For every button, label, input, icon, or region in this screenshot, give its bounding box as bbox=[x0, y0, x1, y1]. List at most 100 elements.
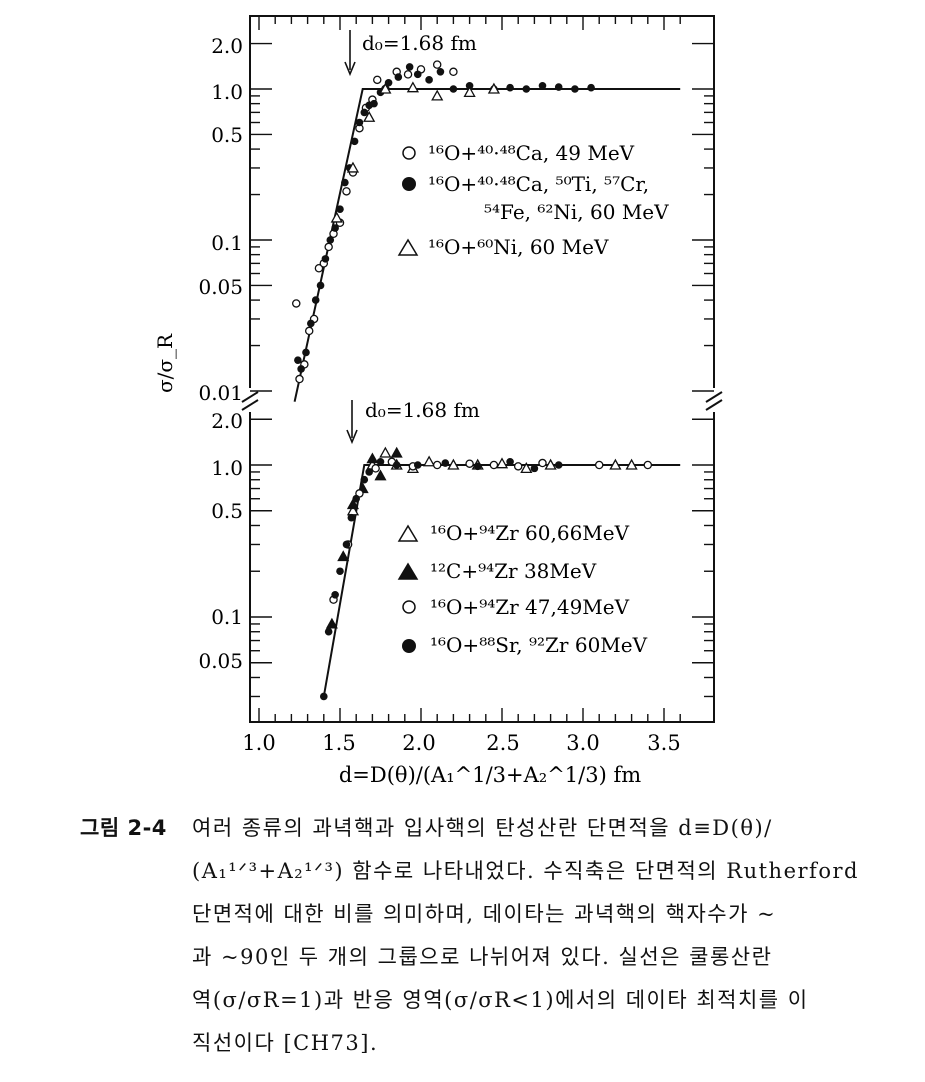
data-point-filled-circle bbox=[336, 567, 344, 576]
legend-entry: ¹²C+⁹⁴Zr 38MeV bbox=[430, 559, 597, 583]
data-point-open-triangle bbox=[544, 458, 557, 470]
caption-label: 그림 2-4 bbox=[80, 816, 167, 840]
axis-break-right bbox=[705, 388, 723, 412]
top-legend: ¹⁶O+⁴⁰·⁴⁸Ca, 49 MeV ¹⁶O+⁴⁰·⁴⁸Ca, ⁵⁰Ti, ⁵… bbox=[397, 141, 669, 259]
data-point-filled-circle bbox=[405, 63, 414, 71]
data-point-open-triangle bbox=[330, 211, 343, 223]
data-point-open-triangle bbox=[346, 161, 360, 173]
data-point-open-triangle bbox=[431, 89, 444, 101]
caption-line: 여러 종류의 과녁핵과 입사핵의 탄성산란 단면적을 d≡D(θ)/ bbox=[192, 816, 773, 840]
legend-marker-filled-triangle bbox=[397, 562, 419, 580]
data-point-filled-triangle bbox=[390, 446, 403, 458]
legend-entry: ¹⁶O+⁸⁸Sr, ⁹²Zr 60MeV bbox=[430, 633, 648, 657]
data-point-filled-circle bbox=[336, 205, 344, 213]
data-point-filled-circle bbox=[506, 457, 514, 466]
data-point-filled-circle bbox=[331, 224, 339, 232]
caption-line: 역(σ/σR=1)과 반응 영역(σ/σR<1)에서의 데이타 최적치를 이 bbox=[192, 988, 809, 1012]
data-point-filled-circle bbox=[311, 296, 320, 304]
legend-entry: ⁵⁴Fe, ⁶²Ni, 60 MeV bbox=[484, 200, 669, 224]
data-point-open-circle bbox=[643, 460, 653, 470]
data-point-filled-circle bbox=[350, 137, 359, 146]
legend-marker-open-circle bbox=[402, 600, 416, 614]
legend-marker-open-triangle bbox=[397, 238, 419, 256]
data-point-filled-circle bbox=[465, 82, 474, 90]
data-point-open-circle bbox=[304, 326, 314, 336]
y-tick-label: 2.0 bbox=[211, 34, 243, 58]
data-point-open-triangle bbox=[463, 86, 476, 98]
data-point-filled-circle bbox=[506, 83, 514, 92]
data-point-filled-circle bbox=[294, 356, 302, 364]
data-point-open-circle bbox=[342, 187, 351, 196]
bottom-panel-y-tick-labels: 2.0 1.0 0.5 0.1 0.05 bbox=[198, 409, 243, 673]
data-point-filled-circle bbox=[413, 461, 422, 469]
data-point-filled-circle bbox=[392, 461, 401, 469]
d0-label: d₀=1.68 fm bbox=[362, 31, 477, 55]
x-tick-label: 2.5 bbox=[486, 731, 519, 755]
data-point-filled-circle bbox=[394, 73, 403, 81]
top-panel-y-tick-labels: 2.0 1.0 0.5 0.1 0.05 0.01 bbox=[198, 34, 243, 405]
legend-entry: ¹⁶O+⁹⁴Zr 47,49MeV bbox=[430, 595, 630, 619]
x-tick-label: 2.0 bbox=[402, 731, 435, 755]
figure-caption: 그림 2-4 여러 종류의 과녁핵과 입사핵의 탄성산란 단면적을 d≡D(θ)… bbox=[80, 802, 925, 1082]
data-point-filled-circle bbox=[571, 85, 579, 93]
y-tick-label: 0.1 bbox=[211, 605, 243, 629]
fit-line bbox=[322, 464, 681, 697]
caption-line: 직선이다 [CH73]. bbox=[192, 1031, 379, 1055]
data-point-filled-circle bbox=[352, 494, 361, 503]
data-point-open-circle bbox=[295, 374, 304, 384]
data-point-filled-circle bbox=[324, 627, 333, 636]
data-points bbox=[292, 60, 653, 701]
data-point-filled-triangle bbox=[337, 550, 350, 562]
data-point-filled-circle bbox=[441, 459, 450, 467]
data-point-open-circle bbox=[449, 67, 458, 77]
x-tick-label: 3.5 bbox=[647, 731, 680, 755]
data-point-open-circle bbox=[314, 264, 324, 273]
data-point-filled-circle bbox=[425, 76, 433, 84]
data-point-open-circle bbox=[513, 462, 523, 471]
data-point-open-triangle bbox=[379, 82, 392, 94]
y-tick-label: 1.0 bbox=[211, 456, 243, 480]
data-point-filled-circle bbox=[341, 178, 349, 187]
data-point-filled-triangle bbox=[346, 498, 359, 510]
x-tick-label: 3.0 bbox=[566, 731, 599, 755]
data-point-filled-circle bbox=[436, 67, 445, 76]
data-point-filled-triangle bbox=[366, 452, 379, 464]
data-point-filled-circle bbox=[326, 236, 335, 244]
caption-line: (A₁¹ᐟ³+A₂¹ᐟ³) 함수로 나타내었다. 수직축은 단면적의 Ruthe… bbox=[192, 859, 859, 883]
data-point-open-circle bbox=[432, 60, 442, 69]
data-point-open-circle bbox=[292, 299, 301, 308]
data-point-filled-circle bbox=[360, 108, 369, 117]
data-point-open-circle bbox=[373, 75, 382, 85]
data-point-open-triangle bbox=[520, 462, 533, 474]
data-point-filled-circle bbox=[449, 85, 458, 93]
data-point-filled-circle bbox=[360, 475, 369, 484]
data-point-filled-circle bbox=[365, 468, 373, 476]
y-tick-label: 0.1 bbox=[211, 231, 243, 255]
data-point-filled-circle bbox=[384, 78, 393, 87]
data-point-open-triangle bbox=[495, 457, 509, 469]
data-point-filled-circle bbox=[554, 83, 563, 91]
d0-label: d₀=1.68 fm bbox=[365, 398, 480, 422]
y-tick-label: 0.05 bbox=[198, 649, 243, 673]
legend-entry: ¹⁶O+⁹⁴Zr 60,66MeV bbox=[430, 521, 630, 545]
x-tick-labels: 1.0 1.5 2.0 2.5 3.0 3.5 bbox=[242, 731, 680, 755]
bottom-legend: ¹⁶O+⁹⁴Zr 60,66MeV ¹²C+⁹⁴Zr 38MeV ¹⁶O+⁹⁴Z… bbox=[397, 521, 648, 657]
caption-line: 과 ~90인 두 개의 그룹으로 나뉘어져 있다. 실선은 쿨롱산란 bbox=[192, 945, 773, 969]
data-point-open-triangle bbox=[609, 458, 622, 470]
y-tick-label: 1.0 bbox=[211, 80, 243, 104]
caption-line: 단면적에 대한 비를 의미하며, 데이타는 과녁핵의 핵자수가 ~ bbox=[192, 902, 777, 926]
y-tick-label: 0.5 bbox=[211, 499, 243, 523]
x-tick-label: 1.0 bbox=[242, 731, 275, 755]
data-point-open-circle bbox=[324, 242, 333, 252]
data-point-filled-circle bbox=[554, 461, 563, 469]
data-point-filled-triangle bbox=[374, 469, 387, 481]
x-axis-label: d=D(θ)/(A₁^1/3+A₂^1/3) fm bbox=[339, 763, 641, 787]
data-point-open-circle bbox=[465, 459, 474, 468]
y-tick-label: 2.0 bbox=[211, 409, 243, 433]
data-point-open-triangle bbox=[422, 455, 436, 467]
data-point-open-triangle bbox=[379, 446, 392, 458]
data-point-open-triangle bbox=[447, 458, 460, 470]
data-point-filled-circle bbox=[587, 83, 595, 92]
legend-marker-open-triangle bbox=[397, 524, 419, 542]
plot-frame bbox=[249, 15, 715, 723]
